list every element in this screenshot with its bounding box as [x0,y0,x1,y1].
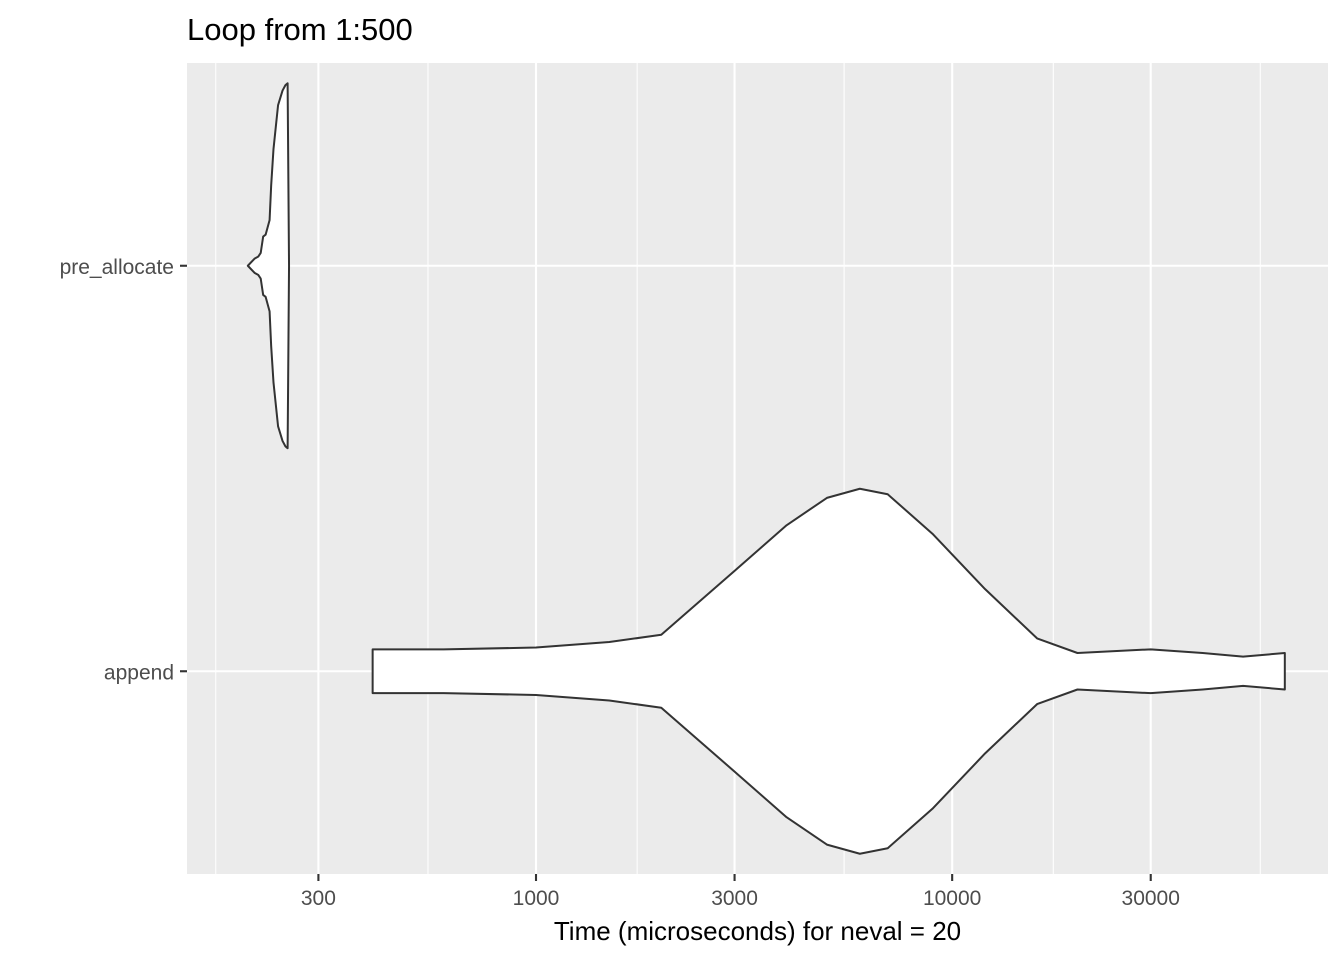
y-tick-label-pre_allocate: pre_allocate [60,256,174,279]
x-tick-label-3: 10000 [923,887,981,910]
x-tick-label-0: 300 [301,887,336,910]
violin-append [371,487,1286,855]
x-tick-label-2: 3000 [711,887,758,910]
x-tick-label-1: 1000 [513,887,560,910]
minor-gridlines [215,63,1261,874]
y-tick-label-append: append [104,661,174,684]
violins [246,82,1286,855]
plot-title: Loop from 1:500 [187,12,413,47]
x-axis-title: Time (microseconds) for neval = 20 [554,916,961,946]
x-tick-label-4: 30000 [1122,887,1180,910]
x-axis-ticks: 300 1000 3000 10000 30000 [301,874,1180,910]
violin-pre_allocate [246,82,291,450]
